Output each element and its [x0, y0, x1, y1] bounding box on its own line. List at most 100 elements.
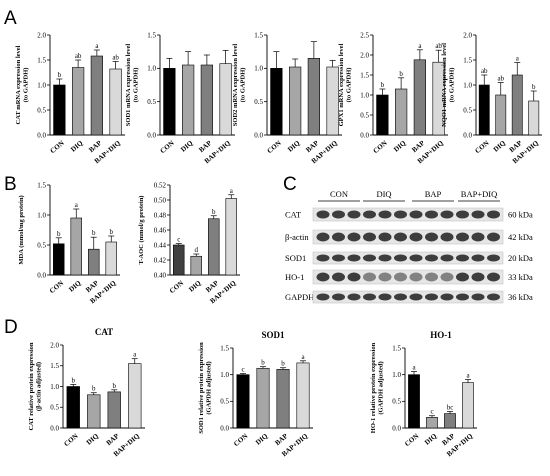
bar-bap-diq	[109, 68, 122, 136]
y-tick-label: 0.44	[154, 241, 167, 249]
significance-label: a	[412, 363, 416, 371]
blot-band	[409, 210, 423, 219]
blot-band	[471, 272, 485, 282]
y-tick-label: 0.5	[37, 106, 46, 114]
bar-diq	[495, 94, 507, 136]
y-tick-label: 0.5	[463, 106, 472, 114]
bar-con	[478, 84, 490, 136]
bar-con	[376, 94, 389, 136]
significance-label: b	[92, 385, 96, 393]
x-tick-label: CON	[159, 139, 176, 155]
blot-band	[332, 210, 345, 219]
blot-band	[409, 254, 423, 262]
blot-band	[316, 232, 330, 242]
significance-label: d	[195, 246, 199, 254]
significance-label: b	[92, 229, 96, 237]
panel-letter-A: A	[4, 8, 17, 29]
y-tick-label: 2.0	[360, 51, 369, 59]
y-tick-label: 0.5	[147, 98, 156, 106]
significance-label: a	[95, 42, 99, 50]
bar-bap	[413, 59, 426, 136]
y-tick-label: 1.5	[50, 362, 59, 370]
y-axis-title-line: SOD1 relative protein expression	[198, 342, 205, 434]
blot-band	[378, 232, 392, 242]
blot-band	[471, 293, 485, 301]
blot-band	[347, 232, 361, 242]
y-tick-label: 0.5	[50, 404, 59, 412]
significance-label: b	[72, 376, 76, 384]
x-tick-label: CON	[168, 279, 185, 295]
y-tick-label: 0.5	[254, 98, 263, 106]
bar-diq	[289, 66, 302, 136]
blot-band	[332, 272, 345, 282]
x-tick-label: DIQ	[392, 139, 408, 154]
significance-label: a	[230, 187, 234, 195]
significance-label: b	[532, 83, 536, 91]
y-tick-label: 1.5	[254, 31, 263, 39]
bar-bap-diq	[225, 198, 237, 276]
y-axis-title: SOD2 mRNA expression level(to GAPDH)	[232, 44, 247, 127]
y-tick-label: 2.0	[463, 31, 472, 39]
x-tick-label: CON	[266, 139, 283, 155]
y-axis-title-line: T-AOC (mmol/g protein)	[138, 196, 145, 265]
significance-label: a	[133, 351, 137, 359]
blot-protein-label: CAT	[285, 210, 302, 220]
chart-title: CAT	[95, 327, 113, 337]
blot-protein-label: β-actin	[285, 232, 309, 242]
bar-bap	[107, 391, 121, 429]
y-tick-label: 0.0	[254, 131, 263, 139]
y-axis-title: HO-1 relative protein expression(GAPDH a…	[370, 342, 385, 433]
blot-band	[425, 272, 438, 282]
y-axis-title: NQO1 mRNA expression level(to GAPDH)	[441, 43, 456, 127]
significance-label: b	[212, 208, 216, 216]
y-tick-label: 1.5	[147, 31, 156, 39]
y-axis-title: SOD1 relative protein expression(GAPDH a…	[198, 342, 213, 434]
bar-diq	[256, 367, 270, 429]
blot-membrane	[312, 229, 504, 245]
chart-sod1_protein: SOD1 0.0 0.5 1.0 1.5 SOD1 relative protein ex…	[198, 330, 313, 458]
blot-band	[440, 210, 454, 219]
blot-band	[363, 232, 376, 242]
y-tick-label: 0.0	[50, 424, 59, 432]
y-tick-label: 1.0	[392, 371, 401, 379]
chart-title: SOD1	[261, 330, 285, 340]
significance-label: a	[466, 371, 470, 379]
y-axis-title-line: MDA (mmol/mg protein)	[18, 195, 25, 264]
y-tick-label: 1.0	[254, 65, 263, 73]
blot-band	[487, 210, 500, 219]
significance-label: b	[113, 382, 117, 390]
blot-band	[487, 293, 500, 301]
western-blot: CON DIQ BAP BAP+DIQ CAT 60 kDa β-actin 42 kDa SO…	[285, 189, 533, 304]
significance-label: b	[281, 360, 285, 368]
y-axis-title: GPX1 mRNA expression level(to GAPDH)	[338, 43, 353, 126]
y-axis-title-line: CAT relative protein expression	[28, 342, 35, 430]
bar-bap	[444, 413, 456, 429]
significance-label: a	[75, 201, 79, 209]
y-tick-label: 1.5	[360, 71, 369, 79]
y-tick-label: 1.5	[220, 344, 229, 352]
significance-label: b	[57, 230, 61, 238]
y-tick-label: 0.5	[392, 398, 401, 406]
x-tick-label: CON	[48, 279, 65, 295]
y-axis-title-line: (to GAPDH)	[449, 68, 456, 103]
blot-band	[347, 210, 361, 219]
bar-bap-diq	[105, 241, 117, 276]
panel-letter-C: C	[283, 174, 297, 195]
bar-diq	[426, 417, 438, 429]
bar-bap	[208, 218, 220, 276]
y-tick-label: 1.0	[360, 91, 369, 99]
blot-band	[487, 272, 500, 282]
blot-band	[394, 210, 407, 219]
x-tick-label: CON	[232, 432, 249, 448]
x-tick-label: BAP	[105, 432, 121, 448]
blot-membrane	[312, 251, 504, 265]
blot-band	[316, 210, 330, 219]
blot-size-label: 42 kDa	[508, 232, 533, 242]
blot-band	[456, 232, 469, 242]
blot-band	[487, 232, 500, 242]
blot-size-label: 60 kDa	[508, 210, 533, 220]
blot-size-label: 20 kDa	[508, 253, 533, 263]
blot-membrane	[312, 269, 504, 285]
y-tick-label: 0.5	[360, 111, 369, 119]
bar-diq	[87, 394, 101, 429]
